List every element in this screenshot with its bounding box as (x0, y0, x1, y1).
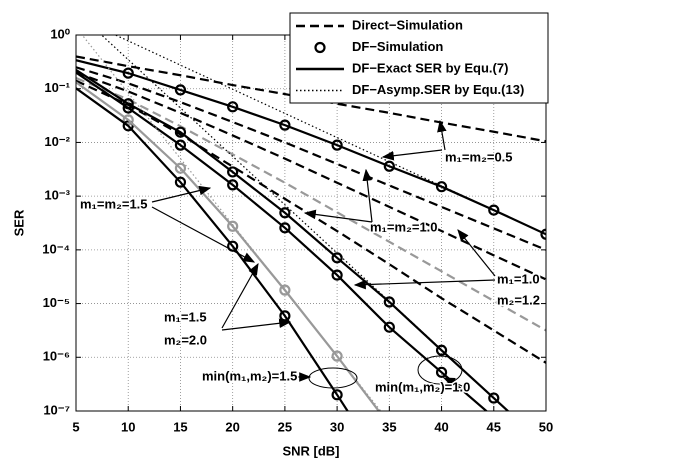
plot-area (76, 35, 546, 411)
x-tick-label: 5 (72, 419, 79, 434)
series-line (76, 68, 510, 411)
annotation-arrow (442, 377, 463, 387)
annotation-arrow (353, 279, 496, 290)
annotation: min(m₁,m₂)=1.0 (375, 379, 470, 394)
data-point (174, 139, 187, 151)
y-axis-label: SER (11, 209, 26, 236)
annotation: m₁=m₂=1.0 (370, 219, 438, 234)
annotation-arrow (151, 206, 256, 263)
x-tick-label: 10 (121, 419, 135, 434)
data-point (488, 392, 500, 404)
annotation: m₁=1.5 (164, 309, 207, 324)
data-point (488, 204, 500, 216)
x-tick-label: 20 (225, 419, 239, 434)
x-tick-label: 45 (487, 419, 501, 434)
data-point (279, 284, 291, 296)
y-tick-label: 10⁻¹ (44, 80, 70, 95)
annotation-arrow (221, 318, 292, 331)
y-tick-label: 10⁻³ (44, 188, 70, 203)
data-point (331, 389, 343, 401)
data-point (227, 101, 239, 113)
annotation-arrow (437, 119, 447, 151)
annotation-arrow (457, 229, 496, 277)
y-tick-label: 10⁻⁵ (43, 295, 70, 310)
data-point (435, 366, 448, 378)
data-point (279, 119, 291, 131)
series-line (76, 71, 489, 411)
data-point (383, 321, 395, 333)
data-point (227, 179, 239, 191)
y-tick-label: 10⁻² (44, 134, 70, 149)
legend-label: DF−Exact SER by Equ.(7) (352, 60, 508, 75)
data-point (331, 139, 343, 151)
y-tick-label: 10⁰ (50, 26, 70, 41)
x-tick-label: 30 (330, 419, 344, 434)
legend-box (289, 12, 549, 104)
series-line (76, 59, 546, 236)
data-point (122, 114, 134, 126)
annotation-ellipse (417, 355, 463, 385)
series-line (100, 35, 509, 411)
y-tick-label: 10⁻⁶ (43, 349, 70, 364)
data-point (279, 222, 291, 234)
annotation: m₂=2.0 (164, 332, 207, 347)
annotation: min(m₁,m₂)=1.5 (202, 368, 297, 383)
annotation: m₁=1.0 (497, 271, 540, 286)
data-point (227, 166, 239, 178)
data-point (435, 181, 448, 193)
annotation-arrow (381, 149, 443, 161)
x-tick-label: 50 (539, 419, 553, 434)
y-tick-label: 10⁻⁴ (42, 241, 70, 256)
series-line (76, 77, 546, 332)
x-tick-label: 35 (382, 419, 396, 434)
annotation-arrow (221, 262, 259, 329)
data-point (279, 207, 291, 219)
data-point (331, 350, 343, 362)
data-point (435, 344, 448, 356)
data-point (174, 84, 187, 96)
y-tick-label: 10⁻⁷ (43, 402, 70, 417)
x-tick-label: 15 (173, 419, 187, 434)
data-point (331, 269, 343, 281)
series-line (76, 87, 349, 411)
data-point (174, 126, 187, 138)
annotation-arrow (151, 185, 212, 203)
data-point (331, 252, 343, 264)
x-tick-label: 25 (278, 419, 292, 434)
data-point (174, 162, 187, 174)
annotation-arrow (362, 168, 373, 223)
annotation: m₂=1.2 (497, 292, 540, 307)
x-axis-label: SNR [dB] (282, 443, 339, 458)
series-line (76, 71, 546, 281)
data-point (540, 228, 546, 240)
series-line (81, 35, 382, 411)
data-point (383, 296, 395, 308)
annotation-arrow (303, 209, 373, 223)
data-point (227, 220, 239, 232)
legend-marker (314, 41, 326, 54)
annotation-ellipse (308, 367, 358, 389)
annotation: m₁=m₂=0.5 (445, 149, 513, 164)
data-point (174, 176, 187, 188)
annotation: m₁=m₂=1.5 (80, 196, 148, 211)
legend-label: DF−Simulation (352, 39, 443, 54)
legend-label: DF−Asymp.SER by Equ.(13) (352, 82, 524, 97)
x-tick-label: 40 (434, 419, 448, 434)
legend-label: Direct−Simulation (352, 17, 463, 32)
